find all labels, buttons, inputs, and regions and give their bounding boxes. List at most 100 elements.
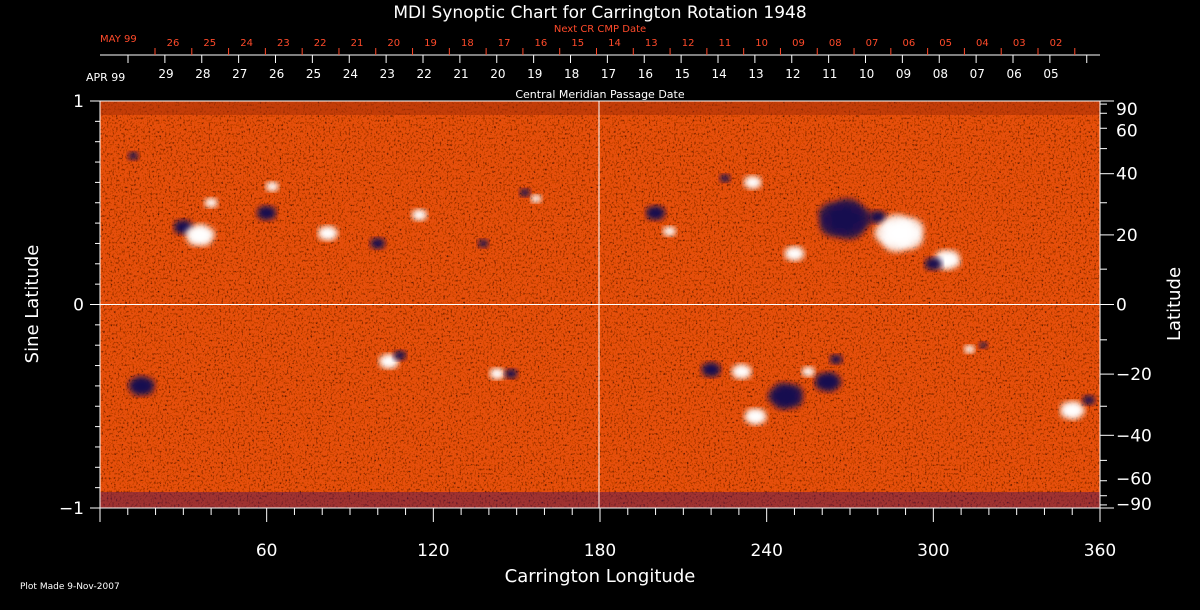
- y-tick-label-right: −40: [1116, 426, 1152, 446]
- next-cmp-day-label: 13: [645, 38, 658, 49]
- cmp-day-label: 12: [785, 67, 800, 81]
- next-cmp-day-label: 12: [682, 38, 695, 49]
- active-region-neg: [519, 188, 531, 197]
- next-cmp-month: MAY 99: [100, 34, 137, 45]
- active-region-pos: [265, 181, 280, 192]
- region-blob: [792, 249, 805, 260]
- region-blob: [749, 176, 761, 186]
- next-cmp-day-label: 03: [1013, 38, 1026, 49]
- active-region-pos: [530, 194, 542, 203]
- y-tick-label-right: 20: [1116, 226, 1138, 246]
- active-region-neg: [924, 257, 943, 271]
- next-cmp-day-label: 11: [719, 38, 732, 49]
- y-tick-label-right: −60: [1116, 470, 1152, 490]
- region-blob: [936, 249, 953, 264]
- active-region-neg: [814, 371, 842, 393]
- y-tick-label-left: 1: [73, 92, 84, 112]
- region-blob: [870, 214, 882, 224]
- x-tick-label: 300: [917, 541, 949, 561]
- next-cmp-day-label: 21: [351, 38, 364, 49]
- cmp-day-label: 16: [638, 67, 653, 81]
- next-cmp-day-label: 08: [829, 38, 842, 49]
- next-cmp-day-label: 26: [167, 38, 180, 49]
- region-blob: [394, 353, 404, 361]
- cmp-day-label: 10: [859, 67, 874, 81]
- region-blob: [1065, 407, 1082, 420]
- active-region-pos: [204, 197, 218, 208]
- region-blob: [265, 183, 274, 191]
- cmp-day-label: 08: [933, 67, 948, 81]
- active-region-neg: [719, 174, 731, 183]
- region-blob: [385, 358, 398, 369]
- y-tick-label-right: 90: [1116, 100, 1138, 120]
- region-blob: [318, 226, 331, 237]
- y-axis-label-right: Latitude: [1164, 267, 1185, 341]
- plot-made-footer: Plot Made 9-Nov-2007: [20, 582, 120, 592]
- active-region-pos: [411, 208, 427, 221]
- next-cmp-day-label: 20: [387, 38, 400, 49]
- region-blob: [705, 361, 719, 372]
- x-tick-label: 360: [1084, 541, 1116, 561]
- next-cmp-day-label: 22: [314, 38, 327, 49]
- region-blob: [489, 370, 500, 379]
- cmp-day-label: 26: [269, 67, 284, 81]
- next-cmp-day-label: 14: [608, 38, 621, 49]
- cmp-day-label: 28: [195, 67, 210, 81]
- next-cmp-day-label: 05: [939, 38, 952, 49]
- active-region-pos: [1060, 401, 1085, 420]
- cmp-day-label: 21: [453, 67, 468, 81]
- active-region-pos: [731, 363, 752, 380]
- active-region-neg: [868, 210, 887, 224]
- x-tick-label: 120: [417, 541, 449, 561]
- next-cmp-day-label: 18: [461, 38, 474, 49]
- next-cmp-day-label: 15: [571, 38, 584, 49]
- region-blob: [129, 154, 137, 161]
- region-blob: [530, 196, 538, 203]
- cmp-day-label: 15: [675, 67, 690, 81]
- region-blob: [258, 205, 272, 216]
- next-cmp-day-label: 19: [424, 38, 437, 49]
- active-region-pos: [744, 408, 767, 426]
- region-blob: [829, 355, 838, 362]
- cmp-day-label: 24: [343, 67, 358, 81]
- region-blob: [831, 212, 866, 240]
- region-blob: [967, 345, 975, 352]
- cmp-day-label: 29: [158, 67, 173, 81]
- region-blob: [662, 227, 672, 234]
- active-region-neg: [829, 354, 843, 365]
- cmp-day-label: 07: [970, 67, 985, 81]
- active-region-neg: [369, 237, 386, 250]
- region-blob: [504, 369, 514, 376]
- next-cmp-day-label: 02: [1050, 38, 1063, 49]
- active-region-neg: [645, 205, 666, 221]
- active-region-pos: [801, 366, 815, 377]
- x-tick-label: 240: [750, 541, 782, 561]
- active-region-neg: [1082, 395, 1096, 406]
- cmp-day-label: 14: [711, 67, 726, 81]
- active-region-pos: [784, 246, 805, 262]
- region-blob: [196, 227, 215, 242]
- active-region-pos: [874, 214, 924, 252]
- cmp-month: APR 99: [86, 71, 125, 84]
- active-region-pos: [963, 345, 975, 354]
- x-axis-label: Carrington Longitude: [505, 566, 696, 587]
- y-tick-label-left: −1: [59, 499, 84, 519]
- y-tick-label-right: −90: [1116, 495, 1152, 515]
- region-blob: [780, 390, 804, 408]
- next-cmp-day-label: 24: [240, 38, 253, 49]
- next-cmp-day-label: 10: [755, 38, 768, 49]
- next-cmp-day-label: 16: [535, 38, 548, 49]
- active-region-neg: [173, 219, 194, 235]
- active-region-neg: [701, 361, 722, 378]
- next-cmp-day-label: 09: [792, 38, 805, 49]
- active-region-neg: [256, 205, 277, 221]
- cmp-day-label: 23: [380, 67, 395, 81]
- region-blob: [720, 174, 728, 180]
- cmp-day-label: 19: [527, 67, 542, 81]
- region-blob: [521, 191, 529, 197]
- y-tick-label-right: 40: [1116, 165, 1138, 185]
- region-blob: [1082, 398, 1092, 405]
- cmp-day-label: 13: [748, 67, 763, 81]
- cmp-day-label: 18: [564, 67, 579, 81]
